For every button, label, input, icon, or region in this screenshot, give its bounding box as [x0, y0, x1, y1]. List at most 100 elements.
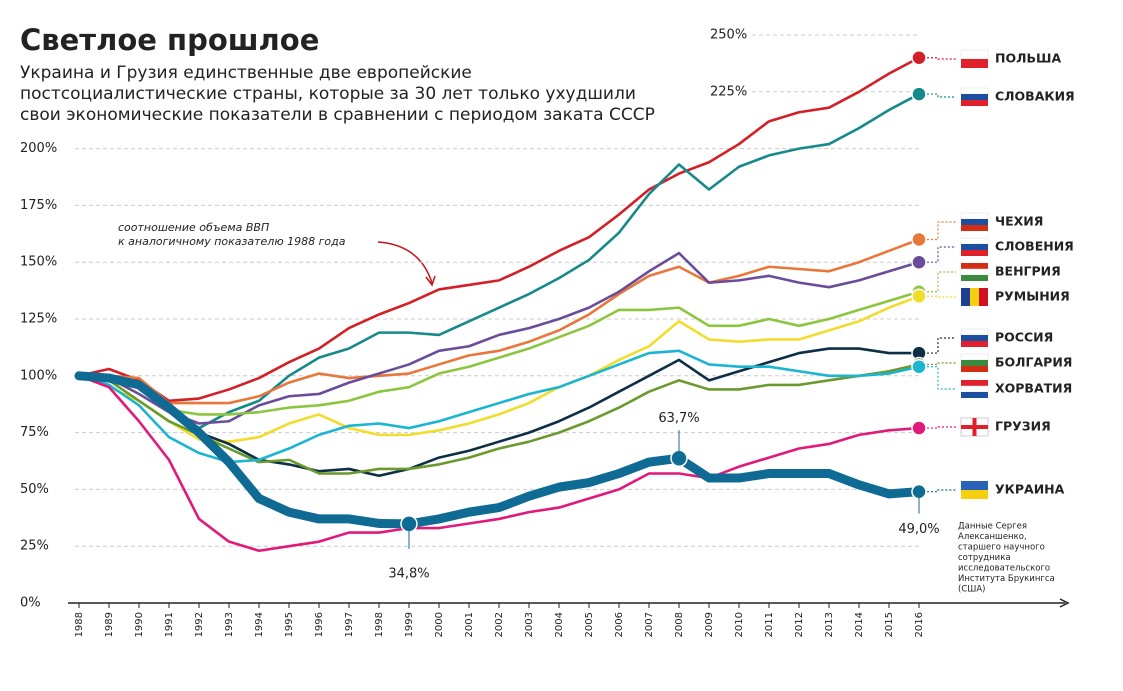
source-line: сотрудника — [958, 553, 1011, 563]
x-tick-label: 2006 — [614, 612, 625, 637]
y-tick-label: 225% — [710, 84, 747, 99]
x-tick-label: 1992 — [194, 612, 205, 637]
source-line: Алексаншенко, — [958, 532, 1027, 542]
flag — [960, 268, 989, 276]
end-marker — [911, 231, 927, 248]
legend-connector — [919, 362, 956, 366]
legend-label: ПОЛЬША — [995, 51, 1061, 66]
x-tick-label: 2015 — [884, 612, 895, 637]
flag — [970, 288, 979, 306]
x-tick-label: 1995 — [284, 612, 295, 637]
legend-connector — [919, 221, 956, 241]
annotation: соотношение объема ВВП — [118, 221, 269, 234]
x-tick-label: 2001 — [464, 612, 475, 637]
y-tick-label: 150% — [20, 255, 57, 270]
flag — [961, 392, 988, 398]
flag — [960, 49, 989, 60]
annotation: к аналогичному показателю 1988 года — [118, 235, 346, 248]
flag — [960, 87, 989, 95]
y-tick-label: 100% — [20, 368, 57, 383]
subtitle: постсоциалистические страны, которые за … — [20, 84, 636, 104]
line-series — [77, 56, 921, 403]
x-tick-label: 1994 — [254, 612, 265, 637]
flag — [961, 100, 988, 106]
x-tick-label: 1999 — [404, 612, 415, 637]
legend-connector — [919, 57, 956, 60]
legend-label: СЛОВАКИЯ — [995, 89, 1075, 104]
x-tick-label: 1991 — [164, 612, 175, 637]
flag — [961, 219, 988, 225]
data-label: 49,0% — [898, 522, 939, 537]
line-series — [77, 290, 921, 416]
flag — [961, 250, 988, 256]
y-tick-label: 175% — [20, 198, 57, 213]
flag — [961, 225, 988, 231]
x-tick-label: 2008 — [674, 612, 685, 637]
y-tick-label: 0% — [20, 596, 41, 611]
x-tick-label: 1989 — [104, 612, 115, 637]
y-tick-label: 50% — [20, 482, 49, 497]
flag — [979, 288, 988, 306]
legend-connector — [919, 489, 956, 493]
end-marker — [911, 86, 927, 102]
source-line: старшего научного — [958, 543, 1045, 553]
flag — [960, 237, 989, 245]
legend-connector — [919, 426, 956, 429]
end-marker — [911, 288, 927, 305]
y-tick-label: 125% — [20, 312, 57, 327]
annotation-arrow-head — [425, 275, 436, 287]
flag — [961, 481, 988, 490]
flag — [960, 353, 989, 361]
end-marker — [911, 49, 927, 66]
source-line: Данные Сергея — [958, 522, 1027, 532]
source-line: Института Брукингса — [958, 574, 1055, 584]
flag — [961, 341, 988, 347]
legend-label: СЛОВЕНИЯ — [995, 239, 1074, 254]
flag — [961, 288, 970, 306]
x-tick-label: 2010 — [734, 612, 745, 637]
legend-label: УКРАИНА — [995, 482, 1065, 497]
line-series — [74, 371, 924, 529]
source-line: (США) — [958, 585, 985, 595]
flag — [961, 380, 988, 386]
end-marker — [911, 254, 927, 270]
line-series — [77, 363, 921, 475]
flag — [961, 59, 988, 68]
x-tick-label: 1988 — [74, 612, 85, 637]
x-tick-label: 2012 — [794, 612, 805, 637]
legend-connector — [919, 93, 956, 98]
chart-title: Светлое прошлое — [20, 23, 319, 57]
x-axis-arrow — [1059, 598, 1070, 608]
x-tick-label: 2000 — [434, 612, 445, 637]
x-tick-label: 2003 — [524, 612, 535, 637]
x-tick-label: 2004 — [554, 612, 565, 637]
x-tick-label: 1996 — [314, 612, 325, 637]
flag — [961, 94, 988, 100]
x-tick-label: 1990 — [134, 612, 145, 637]
source-line: исследовательского — [958, 564, 1050, 574]
x-tick-label: 1998 — [374, 612, 385, 637]
flag — [961, 490, 988, 499]
subtitle: свои экономические показатели в сравнени… — [20, 105, 655, 125]
annotation-arrow — [377, 241, 433, 284]
flag — [961, 275, 988, 281]
y-tick-label: 25% — [20, 539, 49, 554]
x-tick-label: 2007 — [644, 612, 655, 637]
subtitle: Украина и Грузия единственные две европе… — [20, 63, 472, 83]
x-tick-label: 2002 — [494, 612, 505, 637]
legend-label: ХОРВАТИЯ — [995, 381, 1072, 396]
legend-connector — [919, 337, 956, 354]
line-series — [77, 374, 921, 553]
flag — [961, 425, 988, 429]
flag — [961, 244, 988, 250]
legend-label: РУМЫНИЯ — [995, 289, 1070, 304]
line-series — [77, 347, 921, 478]
flag — [960, 328, 989, 336]
x-tick-label: 2013 — [824, 612, 835, 637]
legend-connector — [919, 271, 956, 293]
x-tick-label: 2014 — [854, 612, 865, 637]
data-label: 63,7% — [658, 411, 699, 426]
data-label: 34,8% — [388, 566, 429, 581]
